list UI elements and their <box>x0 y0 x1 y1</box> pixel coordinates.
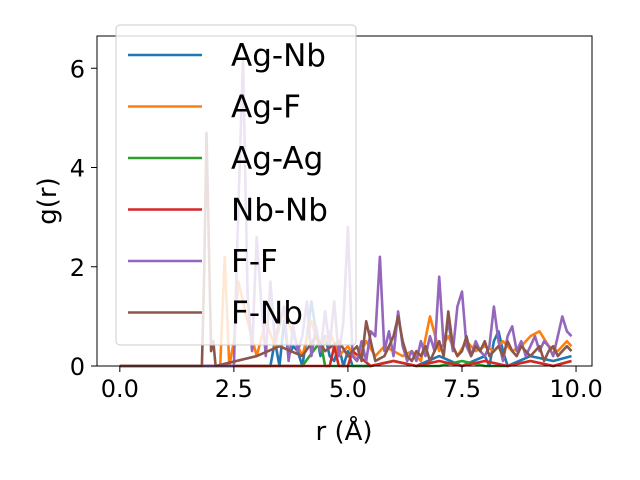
x-axis-label: r (Å) <box>315 415 372 447</box>
legend-label-f-f: F-F <box>231 244 278 280</box>
legend: Ag-Nb Ag-F Ag-Ag Nb-Nb F-F F-Nb <box>115 24 357 346</box>
legend-label-nb-nb: Nb-Nb <box>231 193 328 229</box>
x-tick-label: 10.0 <box>549 375 602 403</box>
y-tick-label: 2 <box>70 254 85 282</box>
series-line-f-nb <box>119 131 573 368</box>
x-tick-label: 7.5 <box>443 375 481 403</box>
x-axis-ticks: 0.0 2.5 5.0 7.5 10.0 <box>101 366 603 403</box>
legend-box <box>115 24 357 346</box>
y-tick-label: 0 <box>70 353 85 381</box>
y-axis-ticks: 0 2 4 6 <box>70 55 97 381</box>
legend-label-ag-f: Ag-F <box>231 90 301 126</box>
x-tick-label: 5.0 <box>329 375 367 403</box>
legend-label-f-nb: F-Nb <box>231 296 303 332</box>
y-axis-label: g(r) <box>33 177 63 224</box>
legend-label-ag-nb: Ag-Nb <box>231 38 326 74</box>
y-tick-label: 4 <box>70 155 85 183</box>
series-line-nb-nb <box>119 344 572 368</box>
y-tick-label: 6 <box>70 55 85 83</box>
x-tick-label: 2.5 <box>215 375 253 403</box>
legend-label-ag-ag: Ag-Ag <box>231 141 323 177</box>
x-tick-label: 0.0 <box>101 375 139 403</box>
